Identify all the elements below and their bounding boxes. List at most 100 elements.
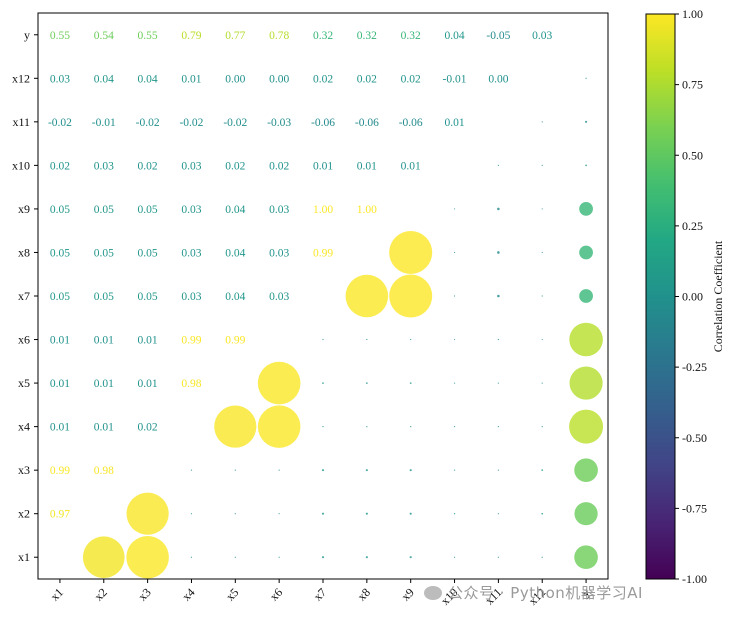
cell-value-x12-x2: 0.04	[94, 73, 114, 85]
cell-value-x5-x3: 0.01	[138, 378, 158, 390]
cell-circle-x2-x8	[365, 512, 368, 515]
cell-value-x7-x1: 0.05	[50, 291, 70, 303]
cell-value-x12-x4: 0.01	[181, 73, 201, 85]
y-tick-label-x2: x2	[18, 507, 30, 521]
cell-circle-x1-x9	[409, 556, 412, 559]
cell-circle-x1-x11	[497, 556, 499, 558]
cell-value-x8-x4: 0.03	[181, 247, 201, 259]
cell-circle-x3-x8	[365, 469, 368, 472]
cell-value-x2-x1: 0.97	[50, 509, 70, 521]
y-tick-label-x8: x8	[18, 245, 30, 259]
cell-value-x9-x4: 0.03	[181, 204, 201, 216]
cell-value-x10-x8: 0.01	[357, 160, 377, 172]
cell-value-x12-x1: 0.03	[50, 73, 70, 85]
cell-value-x8-x2: 0.05	[94, 247, 114, 259]
cell-value-x4-x3: 0.02	[138, 422, 158, 434]
cell-value-x12-x5: 0.00	[225, 73, 245, 85]
cell-value-x12-x10: -0.01	[443, 73, 467, 85]
y-tick-label-x7: x7	[18, 289, 30, 303]
cell-circle-x2-x5	[234, 513, 236, 515]
colorbar-tick-label: 0.25	[682, 219, 703, 233]
colorbar-tick-label: -0.50	[682, 431, 707, 445]
cell-circle-x1-y	[574, 545, 598, 570]
cell-circle-x3-x4	[190, 469, 193, 471]
cell-circle-x1-x5	[234, 556, 236, 558]
colorbar-gradient	[645, 13, 676, 580]
cell-circle-x2-x3	[126, 492, 169, 535]
cell-value-x4-x1: 0.01	[50, 422, 70, 434]
cell-circle-x4-x8	[366, 425, 368, 428]
cell-circle-x2-x7	[321, 512, 325, 515]
cell-value-x6-x3: 0.01	[138, 335, 158, 347]
cell-value-x11-x1: -0.02	[48, 117, 72, 129]
cell-circle-x6-x8	[366, 338, 368, 341]
cell-value-x10-x3: 0.02	[138, 160, 158, 172]
cell-value-x9-x5: 0.04	[225, 204, 245, 216]
cell-value-x9-x6: 0.03	[269, 204, 289, 216]
cell-circle-x6-x9	[410, 338, 412, 341]
watermark: 公众号 · Python机器学习AI	[424, 582, 643, 603]
cell-value-y-x5: 0.77	[225, 30, 245, 42]
colorbar-tick-label: 0.75	[682, 78, 703, 92]
cell-circle-x1-x12	[541, 556, 543, 558]
cell-circle-x1-x2	[82, 536, 125, 579]
cell-circle-x1-x4	[190, 556, 193, 558]
cell-circle-x7-x12	[541, 295, 543, 297]
cell-value-y-x10: 0.04	[444, 30, 464, 42]
cell-circle-x4-x7	[322, 425, 324, 428]
cell-circle-x5-x8	[365, 382, 368, 384]
cell-circle-x4-y	[569, 409, 604, 444]
cell-circle-x6-x11	[497, 338, 500, 341]
cell-circle-x3-x10	[453, 469, 456, 471]
cell-value-x8-x5: 0.04	[225, 247, 245, 259]
cell-circle-x5-x9	[409, 382, 412, 384]
cell-value-x8-x3: 0.05	[138, 247, 158, 259]
cell-value-y-x12: 0.03	[532, 30, 552, 42]
cell-circle-x2-x10	[453, 513, 456, 515]
cell-value-x6-x4: 0.99	[181, 335, 201, 347]
cell-value-x3-x2: 0.98	[94, 465, 114, 477]
cell-value-x10-x6: 0.02	[269, 160, 289, 172]
colorbar-tick-label: 1.00	[682, 7, 703, 21]
cell-value-x11-x4: -0.02	[179, 117, 203, 129]
cell-circle-x10-x12	[541, 164, 543, 166]
cell-value-y-x2: 0.54	[94, 30, 114, 42]
cell-circle-x5-y	[569, 366, 603, 400]
cell-value-y-x4: 0.79	[181, 30, 201, 42]
cell-value-y-x6: 0.78	[269, 30, 289, 42]
cell-circle-x2-y	[574, 502, 598, 526]
cell-value-x12-x7: 0.02	[313, 73, 333, 85]
cell-value-x10-x4: 0.03	[181, 160, 201, 172]
cell-circle-x5-x10	[453, 382, 456, 384]
cell-circle-x5-x12	[541, 382, 543, 384]
cell-circle-x7-x9	[389, 274, 433, 318]
cell-value-x9-x8: 1.00	[357, 204, 377, 216]
cell-circle-x3-y	[574, 458, 598, 482]
cell-value-y-x7: 0.32	[313, 30, 333, 42]
cell-value-x10-x1: 0.02	[50, 160, 70, 172]
cell-value-x11-x7: -0.06	[311, 117, 335, 129]
cell-circle-x7-y	[579, 289, 593, 303]
cell-circle-x4-x11	[497, 426, 499, 428]
cell-circle-x6-x12	[541, 338, 543, 341]
cell-value-x9-x1: 0.05	[50, 204, 70, 216]
cell-value-y-x3: 0.55	[138, 30, 158, 42]
cell-circle-x3-x12	[541, 469, 544, 472]
y-tick-label-x4: x4	[18, 420, 30, 434]
cell-value-x12-x9: 0.02	[401, 73, 421, 85]
cell-circle-x1-x7	[321, 556, 325, 559]
y-tick-label-x11: x11	[12, 115, 30, 129]
wechat-icon	[424, 586, 442, 600]
cell-circle-x2-x6	[278, 513, 280, 515]
cell-circle-x10-y	[585, 164, 587, 167]
cell-value-x11-x9: -0.06	[399, 117, 423, 129]
cell-value-y-x8: 0.32	[357, 30, 377, 42]
cell-circle-x2-x9	[409, 512, 412, 515]
cell-circle-x8-y	[579, 245, 593, 260]
cell-circle-x1-x10	[453, 556, 456, 558]
cell-circle-x2-x11	[497, 513, 499, 515]
heatmap-plot-area: 0.97 0.99 0.98 0.01 0.01 0.02 0.01 0.01 0.01 0.98…	[12, 12, 609, 608]
cell-circle-x5-x7	[322, 382, 324, 384]
cell-value-x10-x9: 0.01	[401, 160, 421, 172]
cell-circle-x4-x12	[541, 426, 543, 428]
